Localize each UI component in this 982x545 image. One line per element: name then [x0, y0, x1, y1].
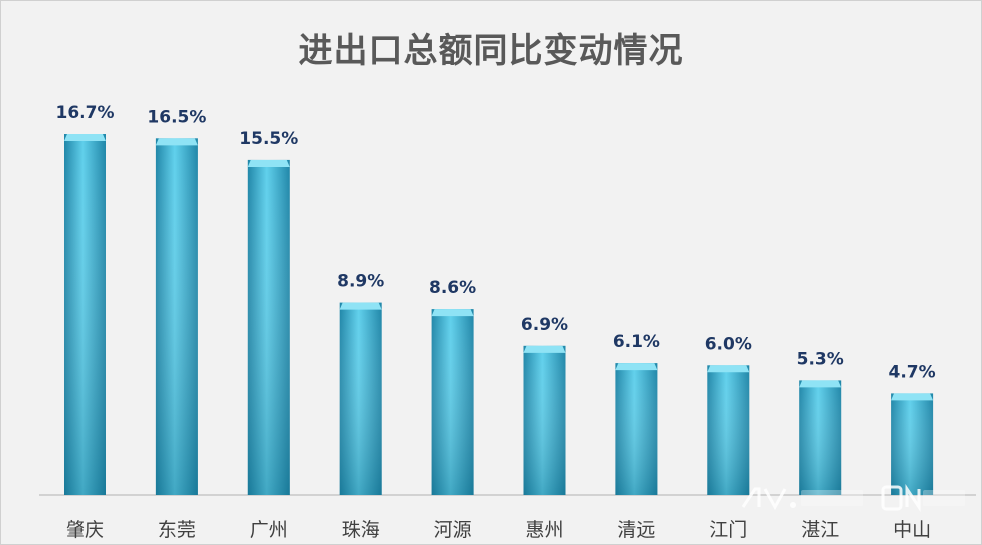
- value-label: 8.6%: [429, 278, 476, 298]
- bar-series: [63, 134, 934, 496]
- category-label: 广州: [250, 519, 288, 541]
- category-label: 东莞: [158, 519, 196, 541]
- category-label: 河源: [434, 519, 472, 541]
- bar-shade: [799, 380, 842, 495]
- category-label: 中山: [893, 519, 931, 541]
- bar: [339, 302, 382, 495]
- bar: [523, 345, 566, 495]
- bar-shade: [64, 134, 106, 495]
- bar-shade: [431, 309, 474, 495]
- value-label: 4.7%: [889, 362, 936, 382]
- value-label: 6.0%: [705, 334, 752, 354]
- bar-cap: [523, 345, 566, 353]
- category-label-group: 肇庆 东莞 广州 珠海 河源 惠州 清远 江门 湛江 中山: [66, 519, 931, 541]
- bar-shade: [523, 345, 566, 495]
- bar-cap: [63, 134, 106, 141]
- bar-cap: [247, 159, 290, 167]
- bar-cap: [707, 365, 750, 373]
- bar-shade: [707, 365, 750, 495]
- bar: [155, 138, 198, 496]
- bar-cap: [431, 309, 474, 317]
- bar: [431, 309, 474, 495]
- bar: [891, 393, 934, 495]
- bar-cap: [799, 380, 842, 388]
- category-label: 湛江: [801, 519, 839, 541]
- value-label: 16.7%: [56, 103, 115, 123]
- category-label: 珠海: [342, 519, 380, 541]
- value-label: 6.1%: [613, 332, 660, 352]
- category-label: 肇庆: [66, 519, 104, 541]
- watermark-logo: [741, 484, 965, 512]
- value-label: 15.5%: [239, 129, 298, 149]
- value-label-group: 16.7% 16.5% 15.5% 8.9% 8.6% 6.9% 6.1% 6.0% 5.3% 4…: [56, 103, 936, 382]
- bar: [247, 159, 290, 495]
- bar-cap: [615, 363, 658, 371]
- bar-shade: [615, 363, 658, 495]
- value-label: 6.9%: [521, 315, 568, 335]
- bar: [615, 363, 658, 495]
- chart-title: 进出口总额同比变动情况: [298, 31, 684, 71]
- value-label: 8.9%: [337, 272, 384, 292]
- bar-cap: [339, 302, 382, 310]
- category-label: 惠州: [525, 519, 563, 541]
- bar-shade: [247, 159, 290, 495]
- bar: [63, 134, 106, 495]
- bar-cap: [155, 138, 198, 146]
- bar-shade: [891, 393, 934, 495]
- bar-cap: [891, 393, 934, 401]
- category-label: 清远: [617, 519, 655, 541]
- value-label: 5.3%: [797, 349, 844, 369]
- bar-shade: [155, 138, 198, 496]
- category-label: 江门: [709, 519, 747, 541]
- bar: [707, 365, 750, 495]
- bar-shade: [339, 302, 382, 495]
- value-label: 16.5%: [147, 107, 206, 127]
- bar: [799, 380, 842, 495]
